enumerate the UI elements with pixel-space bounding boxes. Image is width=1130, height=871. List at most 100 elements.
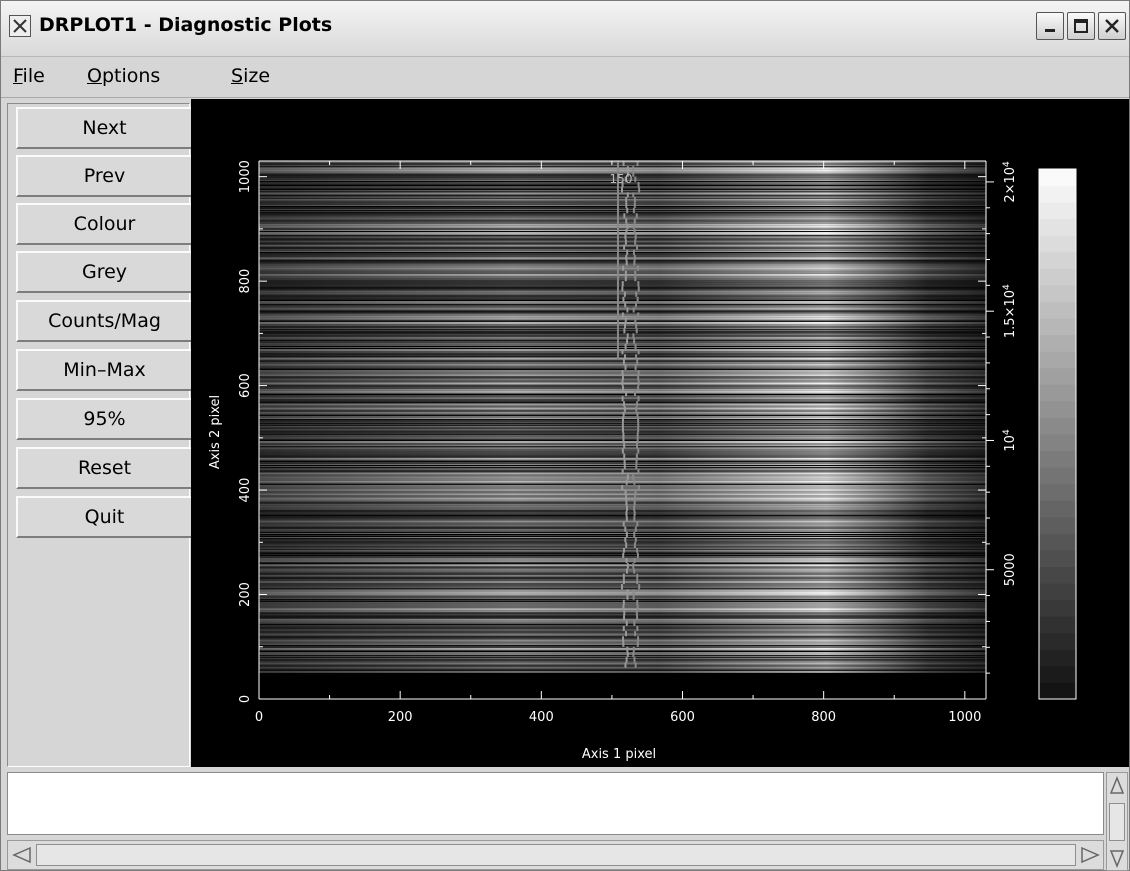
image-row xyxy=(259,363,986,366)
image-row xyxy=(259,537,986,539)
image-row xyxy=(259,357,986,360)
image-row xyxy=(259,246,986,249)
colour-bar-step xyxy=(1039,417,1076,435)
colour-bar-step xyxy=(1039,351,1076,369)
image-row xyxy=(259,165,986,167)
image-row xyxy=(259,549,986,552)
x-tick-label: 400 xyxy=(529,710,554,725)
image-row xyxy=(259,547,986,549)
percent-95-button[interactable]: 95% xyxy=(16,398,193,440)
image-row xyxy=(259,269,986,272)
image-row xyxy=(259,257,986,260)
image-row xyxy=(259,307,986,310)
scroll-left-icon[interactable] xyxy=(11,845,33,865)
image-row xyxy=(259,570,986,573)
image-row xyxy=(259,232,986,235)
image-row xyxy=(259,303,986,305)
colour-tick-label: 5000 xyxy=(1003,553,1018,586)
counts-mag-button[interactable]: Counts/Mag xyxy=(16,300,193,342)
title-bar[interactable]: DRPLOT1 - Diagnostic Plots xyxy=(1,1,1129,57)
reset-button[interactable]: Reset xyxy=(16,447,193,489)
image-row xyxy=(259,405,986,408)
image-row xyxy=(259,250,986,252)
image-row xyxy=(259,656,986,658)
colour-bar-step xyxy=(1039,384,1076,402)
image-row xyxy=(259,480,986,483)
image-row xyxy=(259,334,986,336)
image-row xyxy=(259,445,986,447)
image-row xyxy=(259,361,986,364)
image-row xyxy=(259,401,986,403)
image-row xyxy=(259,211,986,213)
image-row xyxy=(259,491,986,494)
image-row xyxy=(259,497,986,500)
image-row xyxy=(259,342,986,345)
colour-button[interactable]: Colour xyxy=(16,203,193,245)
image-row xyxy=(259,353,986,356)
colour-bar-step xyxy=(1039,516,1076,534)
image-row xyxy=(259,409,986,412)
scroll-down-icon[interactable] xyxy=(1109,847,1125,869)
message-output[interactable] xyxy=(7,772,1104,835)
scroll-right-icon[interactable] xyxy=(1079,845,1101,865)
image-row xyxy=(259,566,986,569)
maximize-button[interactable] xyxy=(1067,12,1095,40)
image-row xyxy=(259,346,986,349)
image-row xyxy=(259,252,986,256)
scroll-up-icon[interactable] xyxy=(1109,775,1125,797)
image-row xyxy=(259,161,986,164)
image-row xyxy=(259,524,986,527)
window-menu-icon[interactable] xyxy=(9,15,31,37)
image-row xyxy=(259,572,986,575)
image-row xyxy=(259,505,986,508)
colour-bar-step xyxy=(1039,632,1076,650)
horizontal-scroll-thumb[interactable] xyxy=(36,844,1076,866)
image-row xyxy=(259,518,986,521)
image-row xyxy=(259,175,986,178)
quit-button[interactable]: Quit xyxy=(16,496,193,538)
image-row xyxy=(259,223,986,226)
menu-file[interactable]: File xyxy=(13,65,45,87)
image-row xyxy=(259,612,986,615)
image-row xyxy=(259,173,986,176)
image-row xyxy=(259,202,986,205)
minimize-button[interactable] xyxy=(1036,12,1064,40)
grey-button[interactable]: Grey xyxy=(16,251,193,293)
close-button[interactable] xyxy=(1098,12,1126,40)
image-row xyxy=(259,403,986,406)
image-row xyxy=(259,574,986,577)
colour-bar-step xyxy=(1039,367,1076,385)
image-row xyxy=(259,326,986,329)
image-row xyxy=(259,340,986,343)
colour-bar-step xyxy=(1039,649,1076,667)
colour-bar-step xyxy=(1039,616,1076,634)
colour-bar-step xyxy=(1039,599,1076,617)
image-row xyxy=(259,294,986,297)
menu-size[interactable]: Size xyxy=(231,65,271,87)
image-row xyxy=(259,443,986,446)
prev-button[interactable]: Prev xyxy=(16,155,193,197)
trace-overlay xyxy=(616,161,641,668)
colour-bar-step xyxy=(1039,665,1076,683)
image-row xyxy=(259,323,986,327)
image-row xyxy=(259,259,986,261)
horizontal-scrollbar[interactable] xyxy=(7,840,1104,870)
vertical-scroll-thumb[interactable] xyxy=(1109,803,1125,841)
vertical-scrollbar[interactable] xyxy=(1106,772,1128,871)
image-row xyxy=(259,658,986,660)
image-row xyxy=(259,457,986,460)
menu-options[interactable]: Options xyxy=(87,65,161,87)
image-row xyxy=(259,593,986,596)
image-row xyxy=(259,229,986,232)
min-max-button[interactable]: Min–Max xyxy=(16,349,193,391)
image-row xyxy=(259,624,986,627)
plot-canvas[interactable]: 0 200 400 600 800 1000 0 200 400 600 800 1000 5000 1… xyxy=(191,99,1129,767)
image-row xyxy=(259,509,986,513)
image-row xyxy=(259,463,986,466)
next-button[interactable]: Next xyxy=(16,107,193,149)
image-row xyxy=(259,539,986,542)
image-row xyxy=(259,534,986,537)
colour-tick-label: 1.5×104 xyxy=(1002,284,1018,338)
image-row xyxy=(259,551,986,553)
